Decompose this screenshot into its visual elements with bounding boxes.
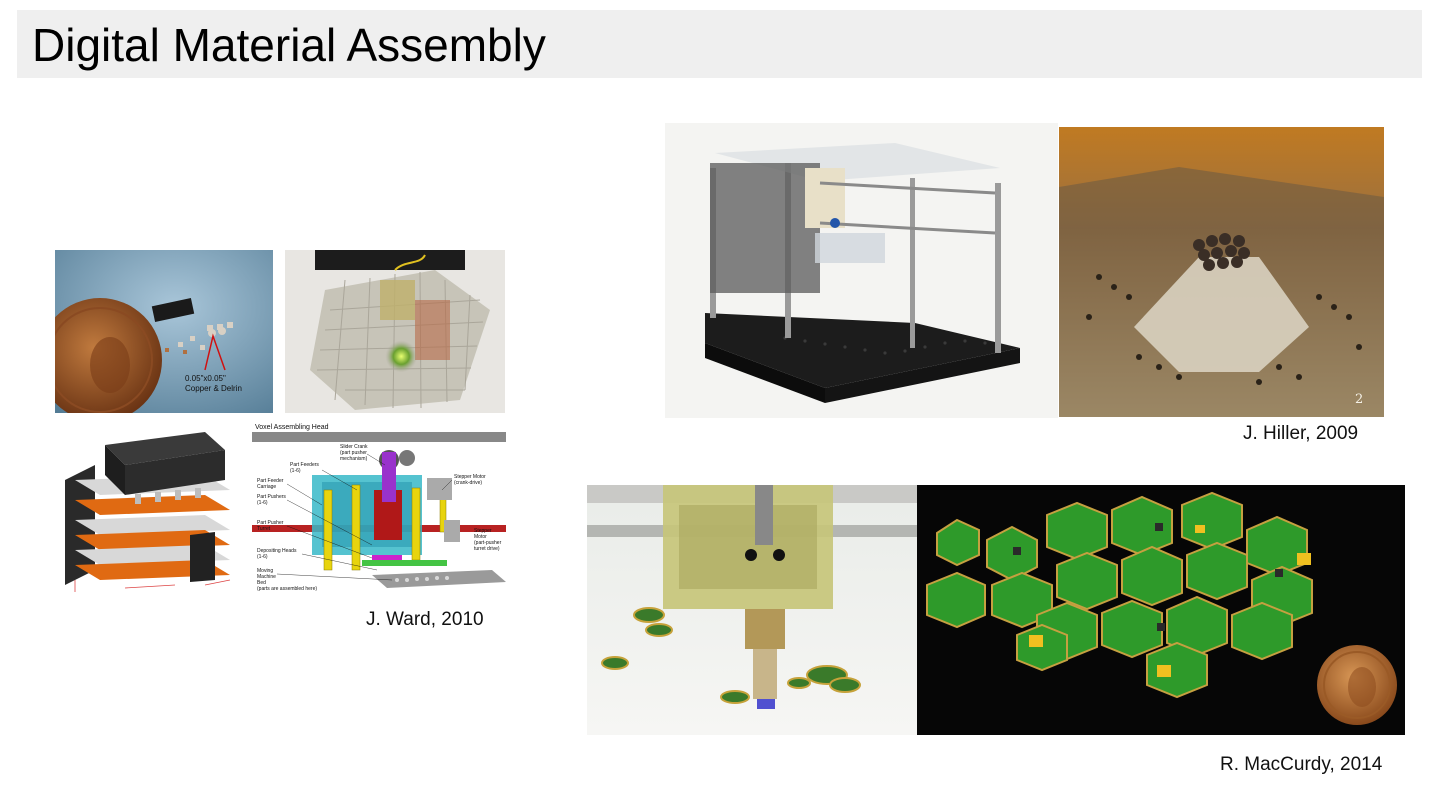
voxel-structure-image xyxy=(285,250,505,413)
label-stepper-motor-2-sub3: turret drive) xyxy=(474,546,500,552)
title-bar: Digital Material Assembly xyxy=(17,10,1422,78)
label-slider-crank-sub: (part pusher xyxy=(340,450,367,456)
label-depositing-heads-sub: (1-6) xyxy=(257,554,268,560)
assembler-machine-image xyxy=(665,123,1058,418)
pyramid-voxel-image: 2 xyxy=(1059,127,1384,417)
label-part-pushers-sub: (1-6) xyxy=(257,500,268,506)
pcb-assembly-image xyxy=(917,485,1405,735)
label-stepper-motor-2-sub: Motor xyxy=(474,534,487,540)
label-slider-crank: Slider Crank xyxy=(340,444,368,450)
label-slider-crank-sub2: mechanism) xyxy=(340,456,368,462)
pyramid-corner-number: 2 xyxy=(1355,392,1363,407)
voxel-parts-photo: 0.05"x0.05" Copper & Delrin xyxy=(55,250,273,413)
voxel-parts-image: 0.05"x0.05" Copper & Delrin xyxy=(55,250,273,413)
assembler-machine-photo xyxy=(665,123,1058,418)
label-moving: Moving xyxy=(257,568,273,574)
label-stepper-motor-2: Stepper xyxy=(474,528,492,534)
slide-title: Digital Material Assembly xyxy=(32,19,546,71)
label-part-feeder-carriage: Part Feeder xyxy=(257,478,284,484)
label-part-feeders-sub: (1-6) xyxy=(290,468,301,474)
diagram-heading: Voxel Assembling Head xyxy=(255,424,329,431)
label-part-pushers: Part Pushers xyxy=(257,494,286,500)
depositing-head-image xyxy=(587,485,917,735)
label-part-pusher-turret-sub: Turret xyxy=(257,526,271,532)
depositing-head-photo xyxy=(587,485,917,735)
label-part-pusher-turret: Part Pusher xyxy=(257,520,284,526)
pyramid-voxel-photo: 2 xyxy=(1059,127,1384,417)
label-part-feeder-carriage-sub: Carriage xyxy=(257,484,276,490)
label-machine: Machine xyxy=(257,574,276,580)
chip-assembly-image xyxy=(55,420,245,598)
label-stepper-motor: Stepper Motor xyxy=(454,474,486,480)
label-bed: Bed xyxy=(257,580,266,586)
label-stepper-motor-sub: (crank-drive) xyxy=(454,480,482,486)
voxel-structure-photo xyxy=(285,250,505,413)
label-depositing-heads: Depositing Heads xyxy=(257,548,297,554)
label-part-feeders: Part Feeders xyxy=(290,462,319,468)
label-stepper-motor-2-sub2: (part-pusher xyxy=(474,540,502,546)
hiller-caption: J. Hiller, 2009 xyxy=(1243,423,1359,444)
label-bed-sub: (parts are assembled here) xyxy=(257,586,317,592)
chip-assembly-render xyxy=(55,420,245,598)
maccurdy-caption: R. MacCurdy, 2014 xyxy=(1220,754,1383,775)
voxel-material-label: Copper & Delrin xyxy=(185,384,242,393)
voxel-assembling-head-diagram: Voxel Assembling Head Slider Crank (part… xyxy=(252,420,506,598)
ward-caption: J. Ward, 2010 xyxy=(366,609,484,630)
voxel-size-label: 0.05"x0.05" xyxy=(185,374,226,383)
voxel-head-schematic: Voxel Assembling Head Slider Crank (part… xyxy=(252,420,506,598)
pcb-assembly-photo xyxy=(917,485,1405,735)
